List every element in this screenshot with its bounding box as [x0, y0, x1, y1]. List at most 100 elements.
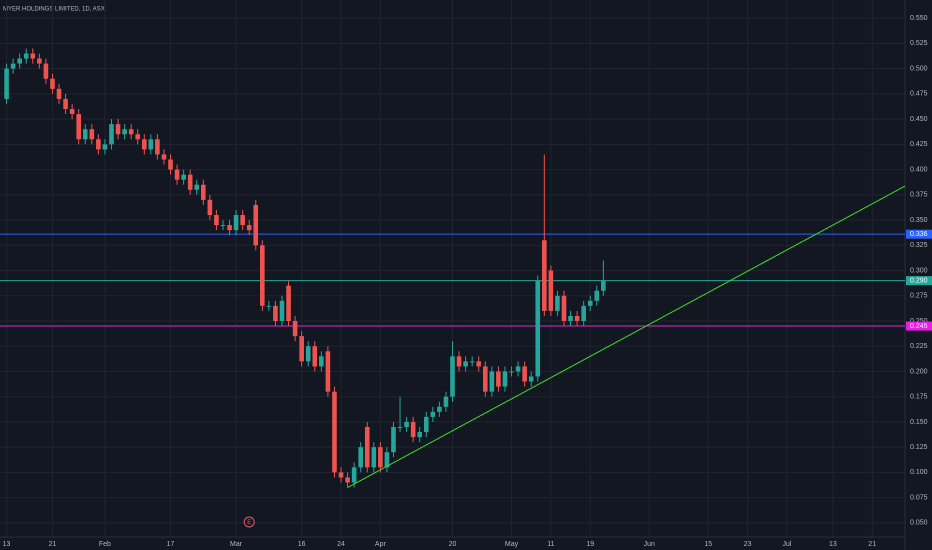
y-tick-label: 0.300: [910, 267, 928, 274]
candle-body: [37, 58, 42, 64]
candle-body: [56, 88, 62, 99]
candle-body: [253, 204, 259, 246]
candle-body: [89, 129, 95, 140]
y-tick-label: 0.375: [910, 192, 928, 199]
candle-body: [187, 174, 193, 190]
candle-body: [273, 305, 278, 321]
x-tick-label: 19: [586, 541, 594, 548]
candle-body: [476, 361, 482, 367]
price-label: 0.336: [910, 231, 928, 238]
candle-body: [207, 199, 213, 216]
y-tick-label: 0.475: [910, 91, 928, 98]
y-tick-label: 0.525: [910, 40, 928, 47]
candle-body: [181, 174, 186, 180]
candle-body: [437, 406, 442, 412]
candle-body: [443, 396, 449, 407]
x-tick-label: 16: [298, 541, 306, 548]
candle-body: [30, 53, 36, 59]
trend-line: [347, 185, 906, 488]
candle-body: [601, 280, 606, 291]
candle-body: [502, 371, 508, 387]
candle-body: [214, 215, 219, 226]
y-tick-label: 0.075: [910, 494, 928, 501]
candle-body: [469, 361, 475, 363]
price-label-box: [906, 229, 932, 239]
y-tick-label: 0.325: [910, 242, 928, 249]
candle-body: [148, 139, 154, 150]
candle-body: [581, 305, 586, 321]
candle-body: [345, 477, 350, 483]
y-tick-label: 0.100: [910, 469, 928, 476]
candle-body: [109, 124, 114, 145]
candle-body: [69, 109, 75, 115]
candle-body: [482, 366, 488, 392]
candle-body: [509, 371, 514, 373]
price-label: 0.245: [910, 323, 928, 330]
candle-body: [325, 351, 331, 392]
y-tick-label: 0.250: [910, 318, 928, 325]
candle-body: [76, 114, 81, 140]
candle-body: [266, 305, 272, 307]
candle-body: [135, 134, 141, 140]
candle-body: [391, 426, 396, 453]
candle-body: [522, 366, 527, 382]
candle-body: [397, 426, 403, 428]
candle-body: [201, 184, 206, 200]
candle-body: [63, 98, 68, 110]
x-tick-label: 24: [337, 541, 345, 548]
x-tick-label: Jun: [644, 541, 655, 548]
candle-body: [194, 184, 200, 190]
candle-body: [319, 356, 324, 367]
candle-body: [456, 356, 462, 367]
candle-body: [305, 346, 311, 362]
x-tick-label: Mar: [230, 541, 243, 548]
grid: [0, 0, 905, 537]
candle-body: [96, 139, 101, 150]
candle-body: [574, 315, 580, 321]
candle-body: [50, 78, 55, 89]
candle-body: [122, 129, 127, 135]
x-tick-label: May: [505, 541, 519, 548]
candle-body: [364, 426, 370, 468]
candle-body: [246, 225, 252, 231]
candle-body: [102, 144, 108, 150]
candle-body: [371, 447, 377, 468]
candle-body: [542, 240, 547, 311]
y-tick-label: 0.425: [910, 141, 928, 148]
y-tick-label: 0.200: [910, 368, 928, 375]
candle-body: [417, 432, 423, 438]
x-tick-label: 15: [704, 541, 712, 548]
price-label: 0.290: [910, 277, 928, 284]
event-label: E: [247, 520, 251, 526]
x-tick-label: Feb: [99, 541, 111, 548]
candle-body: [168, 159, 173, 170]
event-marker: [243, 516, 255, 528]
candle-body: [555, 295, 560, 311]
x-tick-label: 23: [744, 541, 752, 548]
x-tick-label: Apr: [375, 541, 387, 548]
y-tick-label: 0.400: [910, 166, 928, 173]
candle-body: [358, 447, 363, 468]
candle-body: [496, 371, 501, 387]
candle-body: [286, 285, 291, 321]
x-tick-label: 21: [49, 541, 57, 548]
x-tick-label: Jul: [782, 541, 791, 548]
y-tick-label: 0.050: [910, 520, 928, 527]
candle-body: [292, 320, 298, 337]
candle-body: [338, 472, 344, 478]
candle-body: [260, 245, 265, 306]
candle-body: [404, 421, 409, 427]
candle-body: [332, 391, 337, 473]
candle-body: [384, 452, 390, 468]
candle-body: [568, 315, 573, 321]
candle-body: [115, 124, 121, 135]
y-tick-label: 0.150: [910, 419, 928, 426]
candle-body: [515, 366, 521, 372]
candle-body: [423, 416, 429, 433]
candle-body: [587, 300, 593, 306]
candle-body: [312, 346, 318, 367]
candle-body: [548, 270, 554, 311]
candle-body: [161, 154, 167, 160]
